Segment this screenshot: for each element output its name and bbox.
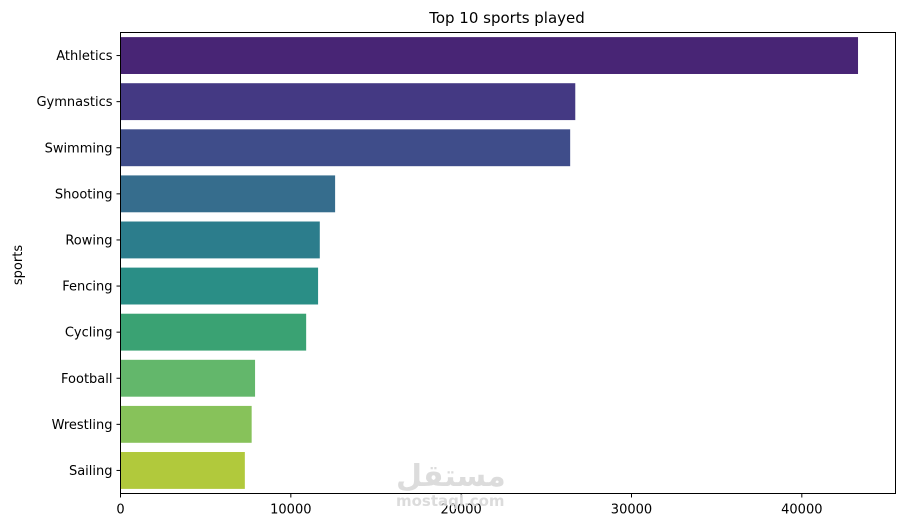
y-tick-label: Cycling [65,326,113,341]
bar-athletics [120,37,859,74]
bar-swimming [120,129,571,167]
watermark-text: mostaql.com [396,492,505,510]
x-axis-ticks: 0 10000 20000 30000 40000 [116,493,822,518]
y-tick-label: Gymnastics [36,95,112,110]
x-tick-label: 20000 [440,503,481,518]
y-tick-label: Football [61,372,112,387]
y-tick-label: Shooting [55,187,113,202]
bar-cycling [120,313,307,351]
bar-shooting [120,175,336,213]
bar-wrestling [120,405,252,443]
bars-group [120,37,859,489]
y-tick-label: Athletics [56,49,112,64]
x-tick-label: 10000 [270,503,311,518]
bar-fencing [120,267,319,305]
watermark-logo: مستقل [396,459,506,494]
bar-rowing [120,221,320,259]
x-tick-label: 30000 [611,503,652,518]
bar-football [120,359,256,397]
y-axis-ticks: Athletics Gymnastics Swimming Shooting Rowin… [36,49,121,479]
plot-frame [120,32,896,494]
bar-gymnastics [120,83,576,121]
y-tick-label: Sailing [69,464,113,479]
watermark: مستقل mostaql.com [396,459,506,511]
bar-sailing [120,452,245,489]
x-tick-label: 0 [116,503,124,518]
y-tick-label: Swimming [45,141,113,156]
y-tick-label: Fencing [62,280,112,295]
chart-title: Top 10 sports played [428,9,585,27]
y-tick-label: Rowing [65,233,112,248]
y-tick-label: Wrestling [52,418,113,433]
y-axis-label: sports [11,245,26,285]
x-tick-label: 40000 [781,503,822,518]
